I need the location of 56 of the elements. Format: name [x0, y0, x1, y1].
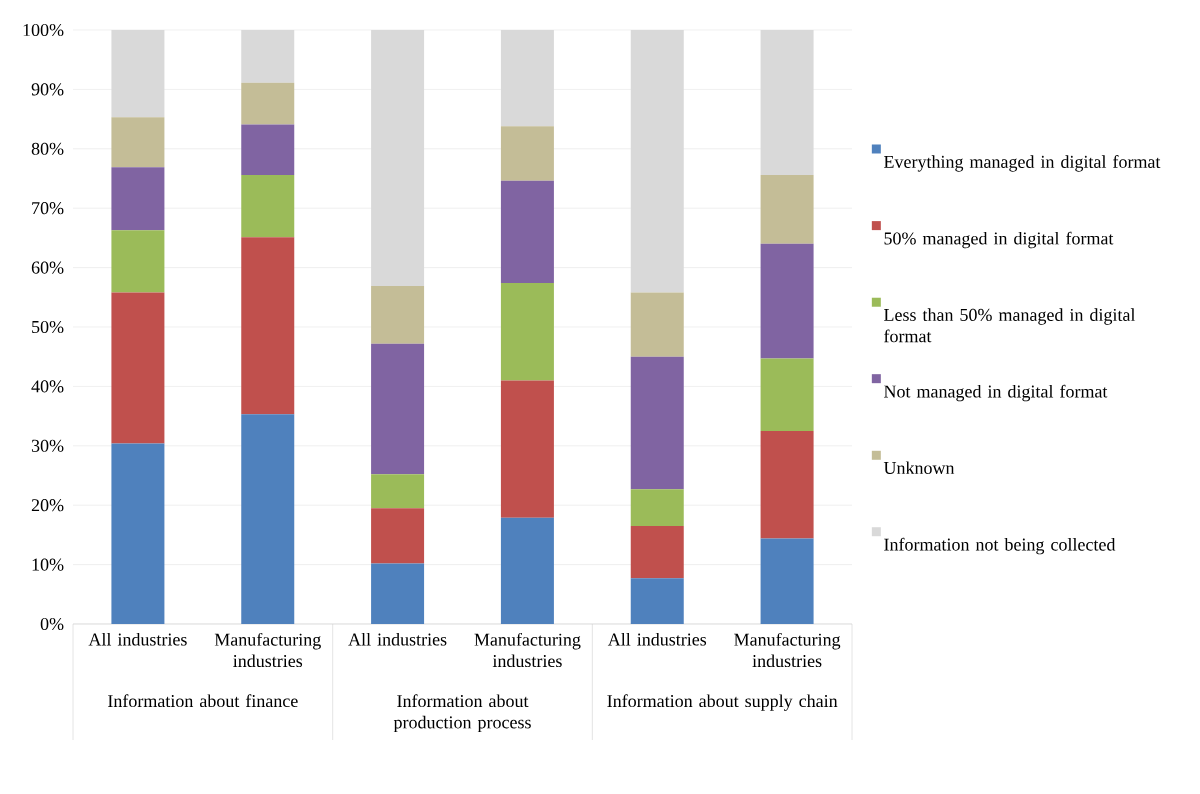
bar — [760, 430, 814, 539]
x-tick-label: All industries — [348, 632, 447, 646]
x-tick-label: All industries — [607, 632, 707, 646]
bar — [111, 117, 165, 168]
y-tick-label: 60% — [31, 261, 64, 274]
bar — [760, 358, 814, 431]
y-tick-label: 40% — [31, 380, 64, 393]
bar — [371, 508, 425, 564]
bar — [500, 283, 554, 381]
y-tick-label: 100% — [23, 23, 64, 37]
bar — [760, 174, 814, 244]
legend-label: 50% managed in digital format — [884, 231, 1114, 249]
bar — [630, 292, 684, 357]
y-tick-label: 70% — [32, 202, 64, 215]
text: Information about supply chain — [607, 694, 838, 711]
bar — [760, 538, 814, 624]
bar — [371, 286, 425, 344]
x-tick-label: Manufacturing industries — [474, 632, 581, 668]
y-tick-label: 50% — [32, 320, 64, 334]
bar — [500, 380, 554, 518]
bar — [111, 443, 165, 624]
y-tick-label: 20% — [31, 499, 64, 512]
bar — [630, 489, 684, 526]
y-tick-label: 30% — [31, 439, 64, 452]
y-tick-label: 0% — [40, 617, 64, 631]
legend-label: Less than 50% managed in digital format — [884, 308, 1136, 343]
bar — [111, 230, 165, 293]
text: Information about finance — [108, 694, 298, 708]
text: Information about production process — [393, 694, 531, 733]
bar — [111, 292, 165, 444]
bar — [241, 237, 295, 415]
legend-label: Unknown — [883, 461, 955, 475]
x-tick-label: All industries — [88, 632, 187, 646]
bar — [241, 414, 295, 624]
y-tick-label: 10% — [32, 558, 64, 571]
y-tick-label: 80% — [31, 142, 64, 155]
bar — [241, 174, 295, 238]
bar — [371, 343, 425, 475]
bar — [760, 243, 814, 359]
bar — [371, 563, 425, 624]
bar — [371, 474, 425, 509]
bar — [630, 356, 684, 490]
bar — [500, 180, 554, 284]
bar — [630, 525, 684, 579]
y-tick-label: 90% — [31, 83, 64, 96]
bar — [630, 578, 684, 624]
bar — [500, 517, 554, 624]
x-tick-label: Manufacturing industries — [214, 632, 321, 668]
legend-label: Everything managed in digital format — [884, 155, 1161, 172]
bar — [241, 82, 295, 125]
bar — [111, 167, 165, 231]
legend-label: Not managed in digital format — [884, 384, 1108, 402]
bar — [241, 124, 295, 175]
bar — [500, 126, 554, 181]
x-tick-label: Manufacturing industries — [734, 632, 841, 668]
legend-label: Information not being collected — [884, 537, 1116, 555]
